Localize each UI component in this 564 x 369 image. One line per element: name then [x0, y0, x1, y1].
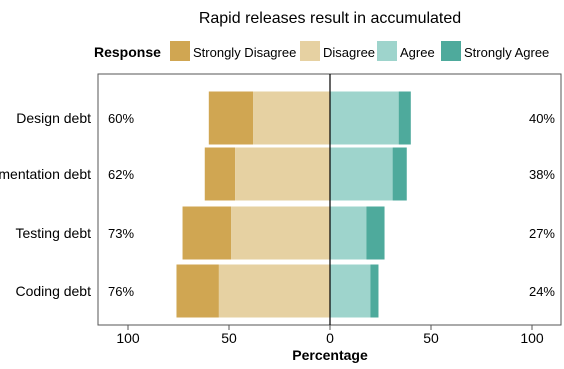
legend: Response Strongly Disagree Disagree Agree S… — [94, 41, 549, 61]
y-category-label: Coding debt — [15, 283, 91, 299]
legend-swatch — [300, 41, 320, 61]
bar-strongly-disagree — [204, 147, 236, 201]
bar-strongly-agree — [366, 206, 385, 260]
x-tick-label: 50 — [221, 330, 237, 346]
legend-item: Strongly Agree — [441, 41, 549, 61]
x-tick-label: 50 — [423, 330, 439, 346]
chart-title: Rapid releases result in accumulated — [199, 10, 461, 27]
legend-label: Strongly Disagree — [193, 45, 296, 60]
legend-swatch — [377, 41, 397, 61]
right-percent-label: 24% — [529, 284, 555, 299]
bar-strongly-disagree — [182, 206, 232, 260]
legend-label: Strongly Agree — [464, 45, 549, 60]
legend-swatch — [441, 41, 461, 61]
x-axis-label: Percentage — [292, 347, 368, 363]
legend-title: Response — [94, 44, 161, 60]
legend-item: Disagree — [300, 41, 375, 61]
bar-strongly-agree — [370, 264, 379, 318]
bar-strongly-agree — [398, 91, 411, 145]
bar-agree — [330, 91, 399, 145]
x-tick-label: 100 — [116, 330, 140, 346]
left-percent-label: 76% — [108, 284, 134, 299]
x-tick-label: 100 — [520, 330, 544, 346]
legend-label: Agree — [400, 45, 435, 60]
left-percent-label: 60% — [108, 111, 134, 126]
bar-agree — [330, 147, 393, 201]
bar-strongly-agree — [392, 147, 407, 201]
bar-disagree — [253, 91, 330, 145]
y-category-label: Testing debt — [16, 225, 92, 241]
right-percent-label: 40% — [529, 111, 555, 126]
bar-agree — [330, 264, 371, 318]
bar-agree — [330, 206, 367, 260]
right-percent-label: 27% — [529, 226, 555, 241]
bar-strongly-disagree — [208, 91, 254, 145]
bar-disagree — [231, 206, 330, 260]
right-percent-label: 38% — [529, 167, 555, 182]
left-percent-label: 73% — [108, 226, 134, 241]
y-category-label: Design debt — [16, 110, 91, 126]
bar-disagree — [218, 264, 330, 318]
bar-disagree — [235, 147, 330, 201]
legend-item: Strongly Disagree — [170, 41, 296, 61]
x-tick-label: 0 — [326, 330, 334, 346]
bar-strongly-disagree — [176, 264, 219, 318]
left-percent-label: 62% — [108, 167, 134, 182]
legend-item: Agree — [377, 41, 435, 61]
legend-label: Disagree — [323, 45, 375, 60]
legend-swatch — [170, 41, 190, 61]
y-category-label: mentation debt — [0, 166, 91, 182]
